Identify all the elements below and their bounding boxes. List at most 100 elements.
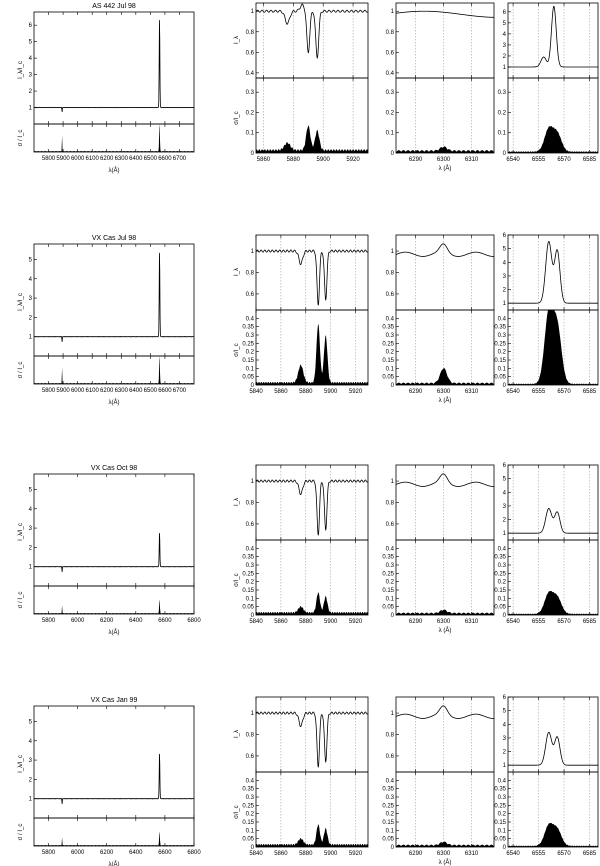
y-tick-label: 0.8 [246,271,255,277]
x-tick-label: 5900 [317,157,331,163]
x-axis-label: λ (Å) [439,165,452,172]
x-tick-label: 6400 [129,850,143,856]
y-tick-label: 0.05 [382,837,394,843]
x-tick-label: 6540 [506,389,520,395]
y-tick-label: 0 [391,613,395,619]
x-tick-label: 5900 [324,389,338,395]
x-tick-label: 6300 [437,157,451,163]
y-axis-label: I_λ/I_c [18,755,24,773]
zoom-flux-panel [255,234,369,311]
x-tick-label: 6585 [583,157,597,163]
y-tick-label: 0 [503,151,507,157]
y-tick-label: 0.1 [246,596,255,602]
x-tick-label: 5800 [42,618,56,624]
panel-frame [255,539,369,616]
panel-frame [395,2,495,79]
y-tick-label: 5 [503,247,507,253]
zoom-ratio-panel [255,77,369,154]
y-tick-label: 0 [251,151,255,157]
zoom-flux-panel [507,696,599,773]
y-tick-label: 4 [503,32,507,38]
panel-frame [507,464,599,541]
y-tick-label: 0.1 [498,131,507,137]
y-tick-label: 0 [503,613,507,619]
y-tick-label: 0.2 [498,812,507,818]
x-tick-label: 5920 [346,157,360,163]
x-tick-label: 6300 [437,389,451,395]
chart-title: VX Cas Jan 99 [91,697,138,704]
y-tick-label: 3 [29,526,33,532]
y-tick-label: 0.3 [246,333,255,339]
y-tick-label: 0.15 [494,588,506,594]
ratio-series [508,310,598,385]
y-tick-label: 0.3 [386,333,395,339]
y-tick-label: 0.8 [246,733,255,739]
panel-frame [395,464,495,541]
ratio-series [256,125,368,153]
y-tick-label: 0.1 [246,131,255,137]
ratio-series [396,841,494,847]
x-tick-label: 6585 [583,389,597,395]
y-axis-label: I_λ/I_c [18,293,24,311]
panel-frame [255,77,369,154]
zoom-flux-panel [395,2,495,79]
y-tick-label: 0 [251,613,255,619]
y-tick-label: 0.1 [386,131,395,137]
y-tick-label: 0.05 [382,375,394,381]
chart-title: VX Cas Oct 98 [91,465,137,472]
y-tick-label: 0.05 [242,605,254,611]
panel-frame [395,771,495,848]
zoom-ratio-panel [507,539,599,616]
y-tick-label: 1 [29,106,33,112]
y-tick-label: 0.1 [246,366,255,372]
zoom-ratio-panel [255,771,369,848]
y-tick-label: 0.2 [246,110,255,116]
x-tick-label: 6570 [557,157,571,163]
y-tick-label: 0.15 [242,820,254,826]
x-axis-label: λ (Å) [439,859,452,866]
x-tick-label: 6570 [557,619,571,625]
y-tick-label: 1 [503,763,507,769]
y-tick-label: 0.35 [382,787,394,793]
zoom-flux-panel [507,2,599,79]
x-tick-label: 6570 [557,851,571,857]
panel-frame [395,234,495,311]
y-tick-label: 0.8 [386,30,395,36]
x-tick-label: 6500 [144,388,158,394]
x-tick-label: 5800 [42,388,56,394]
overview-flux-panel [33,11,195,125]
flux-series [508,731,598,766]
y-tick-label: 0.3 [386,563,395,569]
y-tick-label: 3 [503,43,507,49]
y-tick-label: 1 [251,711,255,717]
x-tick-label: 6290 [409,389,423,395]
y-tick-label: 1 [251,9,255,15]
ratio-series [34,599,194,614]
ratio-series [508,590,598,615]
y-tick-label: 1 [391,711,395,717]
y-tick-label: 6 [503,233,507,239]
x-tick-label: 6555 [532,851,546,857]
panel-frame [507,77,599,154]
y-tick-label: 0.1 [498,366,507,372]
x-tick-label: 5800 [42,156,56,162]
y-tick-label: 0.6 [246,50,255,56]
y-tick-label: 0.2 [386,580,395,586]
y-tick-label: 5 [29,719,33,725]
y-tick-label: 0.35 [494,325,506,331]
y-tick-label: 0 [503,383,507,389]
x-axis-label: λ(Å) [109,861,120,866]
x-tick-label: 6500 [144,156,158,162]
x-tick-label: 5840 [249,851,263,857]
y-tick-label: 4 [29,739,33,745]
y-tick-label: 1 [29,335,33,341]
y-tick-label: 2 [503,750,507,756]
y-tick-label: 0.35 [242,787,254,793]
y-tick-label: 5 [29,257,33,263]
y-tick-label: 0.05 [242,837,254,843]
y-tick-label: 3 [503,504,507,510]
y-tick-label: 1 [503,65,507,71]
x-tick-label: 6555 [532,389,546,395]
zoom-flux-panel [255,2,369,79]
